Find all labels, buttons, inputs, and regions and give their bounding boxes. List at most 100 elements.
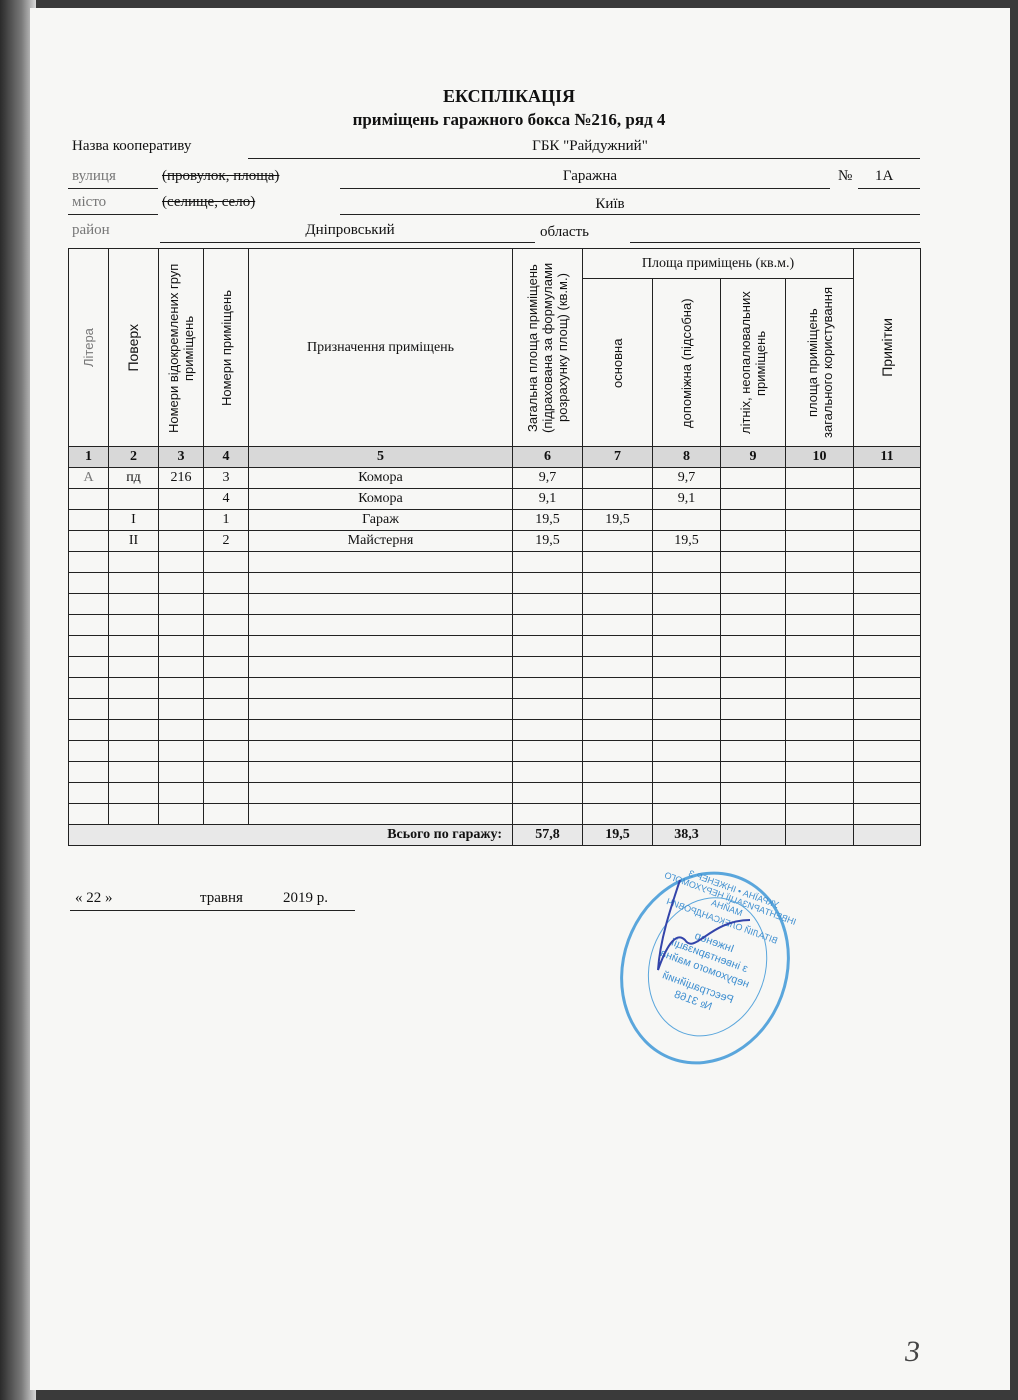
table-row: 4 Комора 9,1 9,1 — [68, 488, 921, 510]
table-cell — [853, 530, 921, 552]
region-label: область — [540, 224, 589, 240]
signature — [657, 880, 751, 971]
table-cell: 19,5 — [512, 530, 583, 552]
table-cell: Комора — [248, 467, 513, 489]
district-label: район — [72, 222, 110, 238]
coop-label: Назва кооперативу — [72, 138, 192, 154]
table-cell: Майстерня — [248, 530, 513, 552]
table-cell — [853, 509, 921, 531]
empty-row — [68, 551, 921, 573]
column-number: 11 — [853, 446, 921, 468]
table-cell — [785, 488, 854, 510]
column-number: 6 — [512, 446, 583, 468]
table-cell — [582, 530, 653, 552]
date-day: « 22 » — [75, 890, 113, 906]
empty-row — [68, 635, 921, 657]
table-cell: 216 — [158, 467, 204, 489]
table-cell: 9,1 — [652, 488, 721, 510]
table-cell — [68, 509, 109, 531]
header-groups: Номери відокремлених груп приміщень — [158, 248, 204, 447]
table-cell — [853, 467, 921, 489]
table-cell: Гараж — [248, 509, 513, 531]
table-cell: пд — [108, 467, 159, 489]
table-cell: 19,5 — [652, 530, 721, 552]
table-cell: 9,7 — [512, 467, 583, 489]
empty-row — [68, 719, 921, 741]
street-value: Гаражна — [562, 168, 618, 184]
table-cell: 19,5 — [512, 509, 583, 531]
table-cell — [582, 488, 653, 510]
number-label: № — [838, 168, 853, 184]
street-label: вулиця — [72, 168, 116, 184]
header-room-numbers: Номери приміщень — [203, 248, 249, 447]
empty-row — [68, 803, 921, 825]
table-cell: 19,5 — [582, 509, 653, 531]
header-main: основна — [582, 278, 653, 447]
column-number: 2 — [108, 446, 159, 468]
document-title: ЕКСПЛІКАЦІЯ — [442, 86, 576, 106]
city-label: місто — [72, 194, 107, 210]
total-area: 57,8 — [512, 824, 583, 846]
column-number: 1 — [68, 446, 109, 468]
column-number: 8 — [652, 446, 721, 468]
column-number: 9 — [720, 446, 786, 468]
empty-row — [68, 740, 921, 762]
header-notes: Примітки — [853, 248, 921, 447]
table-cell — [158, 530, 204, 552]
header-auxiliary: допоміжна (підсобна) — [652, 278, 721, 447]
column-number: 4 — [203, 446, 249, 468]
table-cell — [652, 509, 721, 531]
district-value: Дніпровський — [305, 222, 395, 238]
total-auxiliary: 38,3 — [652, 824, 721, 846]
empty-row — [68, 677, 921, 699]
table-cell: 9,7 — [652, 467, 721, 489]
table-cell — [720, 488, 786, 510]
table-cell — [68, 530, 109, 552]
table-cell: ІІ — [108, 530, 159, 552]
table-cell: А — [68, 467, 109, 489]
header-summer: літніх, неопалювальних приміщень — [720, 278, 786, 447]
header-litera: Літера — [68, 248, 109, 447]
table-row: І 1 Гараж 19,5 19,5 — [68, 509, 921, 531]
empty-row — [68, 614, 921, 636]
page-number: 3 — [905, 1335, 920, 1368]
column-number: 5 — [248, 446, 513, 468]
table-row: ІІ 2 Майстерня 19,5 19,5 — [68, 530, 921, 552]
header-total-area: Загальна площа приміщень (підрахована за… — [512, 248, 583, 447]
column-number: 7 — [582, 446, 653, 468]
table-cell — [720, 509, 786, 531]
table-cell — [785, 530, 854, 552]
table-cell — [582, 467, 653, 489]
header-common: площа приміщень загального користування — [785, 278, 854, 447]
total-label: Всього по гаражу: — [68, 824, 513, 846]
column-number: 10 — [785, 446, 854, 468]
table-cell — [158, 509, 204, 531]
explication-table: Літера Поверх Номери відокремлених груп … — [68, 248, 921, 846]
number-value: 1А — [875, 168, 894, 184]
date-month: травня — [200, 890, 243, 906]
date-year: 2019 р. — [283, 890, 328, 906]
table-cell: Комора — [248, 488, 513, 510]
table-cell — [720, 467, 786, 489]
table-cell: 1 — [203, 509, 249, 531]
document-subtitle: приміщень гаражного бокса №216, ряд 4 — [352, 110, 666, 129]
empty-row — [68, 698, 921, 720]
empty-row — [68, 761, 921, 783]
coop-value: ГБК "Райдужний" — [532, 138, 648, 154]
table-cell — [158, 488, 204, 510]
table-cell — [785, 467, 854, 489]
total-row: Всього по гаражу: 57,8 19,5 38,3 — [68, 824, 921, 846]
header-purpose: Призначення приміщень — [248, 248, 513, 447]
table-cell — [785, 509, 854, 531]
table-cell — [108, 488, 159, 510]
table-cell: 9,1 — [512, 488, 583, 510]
street-alt: (провулок, площа) — [162, 168, 280, 184]
header-area-group: Площа приміщень (кв.м.) — [582, 248, 854, 279]
header-floor: Поверх — [108, 248, 159, 447]
table-cell — [68, 488, 109, 510]
city-alt: (селище, село) — [162, 194, 256, 210]
table-cell: 4 — [203, 488, 249, 510]
empty-row — [68, 782, 921, 804]
table-cell: І — [108, 509, 159, 531]
